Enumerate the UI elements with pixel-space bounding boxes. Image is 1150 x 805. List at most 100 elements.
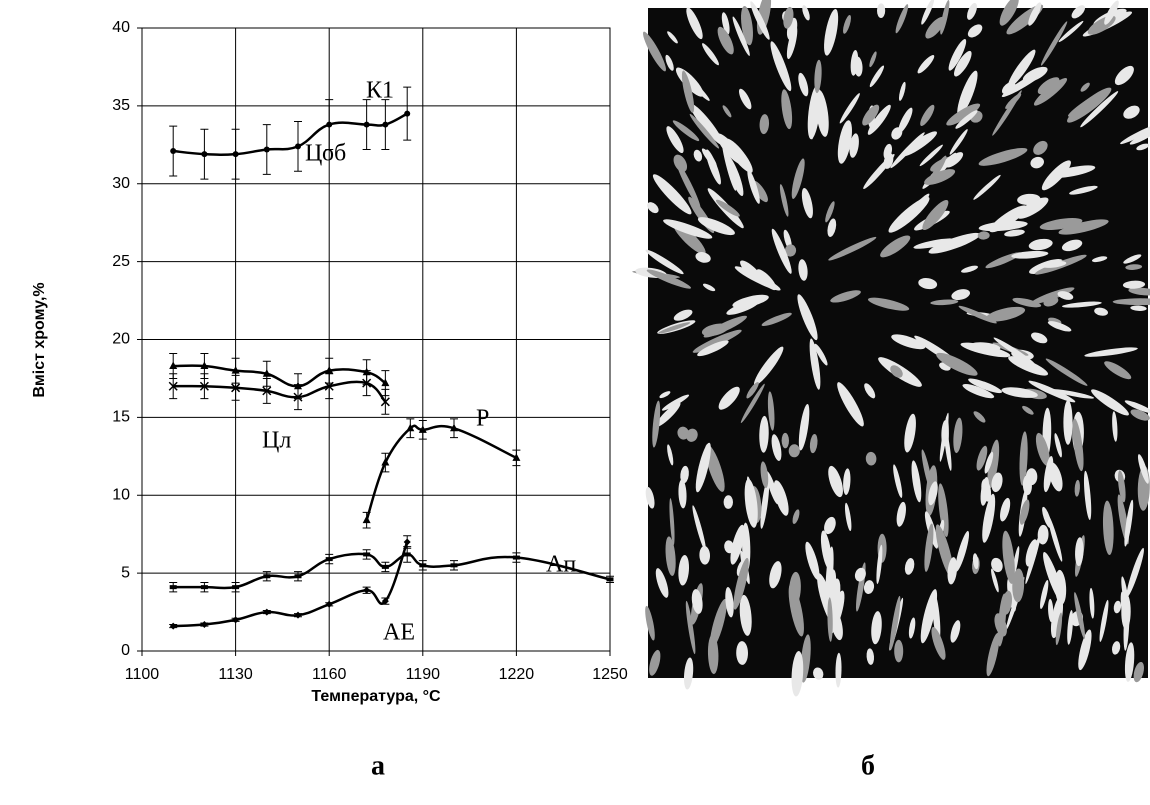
micrograph-texture — [1030, 156, 1044, 169]
data-point — [293, 392, 303, 402]
micrograph-texture — [741, 5, 753, 46]
micrograph-texture — [985, 306, 1026, 322]
micrograph-texture — [1124, 400, 1150, 414]
micrograph-texture — [683, 657, 694, 690]
micrograph-texture — [1005, 93, 1022, 109]
micrograph-texture — [1123, 254, 1142, 264]
micrograph-texture — [667, 444, 674, 466]
micrograph-texture — [961, 265, 978, 273]
micrograph-texture — [1045, 358, 1088, 386]
micrograph-texture — [725, 154, 744, 197]
data-point — [169, 585, 177, 590]
series-line — [173, 380, 387, 403]
micrograph-texture — [917, 54, 935, 74]
micrograph-texture — [825, 201, 835, 223]
data-point — [294, 574, 302, 579]
micrograph-texture — [1039, 260, 1067, 268]
micrograph-texture — [955, 110, 978, 129]
micrograph-texture — [686, 428, 698, 442]
micrograph-texture — [957, 70, 978, 117]
data-point — [512, 453, 521, 461]
micrograph-texture — [962, 383, 995, 399]
micrograph-texture — [896, 501, 906, 527]
data-point — [382, 121, 389, 128]
micrograph-texture — [792, 509, 800, 525]
micrograph-texture — [893, 464, 903, 498]
micrograph-texture — [1089, 587, 1095, 619]
data-point — [231, 366, 240, 374]
micrograph-texture — [944, 416, 949, 451]
micrograph-texture — [947, 557, 958, 585]
micrograph-texture — [773, 480, 789, 516]
micrograph-texture — [740, 383, 765, 424]
micrograph-texture — [1112, 411, 1118, 442]
micrograph-texture — [930, 299, 959, 306]
micrograph-texture — [973, 174, 1001, 200]
micrograph-texture — [659, 391, 671, 399]
micrograph-texture — [1099, 599, 1109, 642]
micrograph-texture — [1136, 143, 1150, 151]
micrograph-texture — [918, 278, 938, 290]
micrograph-texture — [761, 312, 792, 327]
micrograph-texture — [1058, 20, 1084, 43]
micrograph-texture — [978, 147, 1028, 166]
micrograph-texture — [982, 493, 996, 543]
micrograph-texture — [953, 417, 963, 454]
micrograph-texture — [1067, 610, 1074, 645]
data-point — [450, 423, 458, 432]
micrograph-texture — [950, 620, 961, 643]
micrograph-texture — [1104, 0, 1119, 25]
micrograph-texture — [951, 289, 970, 301]
micrograph-texture — [747, 169, 760, 204]
micrograph-texture — [931, 626, 946, 660]
micrograph-texture — [784, 244, 797, 257]
micrograph-texture — [1031, 332, 1048, 344]
micrograph-texture — [972, 553, 979, 570]
micrograph — [632, 0, 1150, 697]
micrograph-texture — [849, 133, 859, 158]
micrograph-texture — [832, 578, 841, 600]
micrograph-texture — [707, 634, 719, 675]
series-line — [173, 541, 409, 628]
data-point — [294, 611, 302, 619]
micrograph-texture — [759, 415, 769, 453]
series-line — [365, 424, 517, 521]
micrograph-texture — [746, 381, 759, 399]
micrograph-texture — [736, 641, 749, 665]
micrograph-texture — [788, 444, 800, 458]
data-point — [362, 378, 372, 388]
micrograph-texture — [658, 322, 691, 334]
micrograph-texture — [759, 114, 770, 135]
micrograph-texture — [797, 294, 818, 341]
micrograph-texture — [948, 39, 967, 71]
data-point — [231, 383, 241, 393]
data-point — [295, 143, 301, 150]
micrograph-texture — [673, 309, 693, 321]
series-line — [173, 364, 387, 388]
micrograph-texture — [828, 236, 877, 261]
micrograph-texture — [920, 104, 935, 126]
data-point — [450, 563, 458, 568]
plot-frame — [141, 27, 611, 652]
micrograph-texture — [1078, 629, 1092, 671]
micrograph-texture — [976, 445, 988, 471]
micrograph-texture — [1022, 405, 1034, 415]
micrograph-texture — [678, 479, 687, 509]
x-tick-label: 1160 — [312, 666, 347, 683]
x-tick-label: 1250 — [592, 666, 628, 683]
y-tick-label: 5 — [121, 564, 130, 581]
micrograph-texture — [798, 72, 809, 97]
y-tick-label: 30 — [112, 175, 130, 192]
micrograph-texture — [1028, 238, 1053, 251]
micrograph-texture — [1071, 5, 1086, 19]
micrograph-texture — [645, 249, 684, 275]
micrograph-texture — [801, 187, 813, 219]
micrograph-texture — [898, 81, 906, 101]
micrograph-texture — [1051, 389, 1095, 399]
micrograph-texture — [814, 59, 822, 94]
micrograph-texture — [697, 340, 729, 357]
micrograph-texture — [891, 334, 926, 350]
micrograph-texture — [925, 16, 945, 39]
y-axis-title: Вміст хрому,% — [31, 282, 48, 397]
